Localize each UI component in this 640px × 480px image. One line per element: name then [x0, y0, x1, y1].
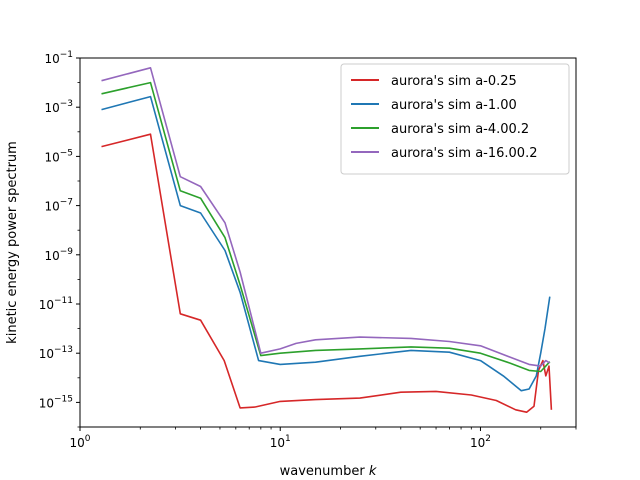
x-tick-label: 102 — [470, 434, 491, 450]
series-line-0 — [101, 133, 553, 414]
x-axis-label: wavenumber k — [280, 464, 377, 479]
y-tick-label: 10−5 — [44, 148, 73, 164]
y-axis-label: kinetic energy power spectrum — [5, 141, 20, 344]
y-tick-label: 10−1 — [44, 50, 73, 66]
y-tick-label: 10−7 — [44, 198, 73, 214]
series-line-1 — [101, 95, 551, 392]
x-tick-label: 101 — [270, 434, 291, 450]
y-tick-label: 10−11 — [39, 296, 73, 312]
y-tick-label: 10−9 — [44, 247, 73, 263]
legend: aurora's sim a-0.25 aurora's sim a-1.00 au… — [340, 63, 570, 175]
line-layer — [101, 67, 553, 414]
series-line-2 — [101, 81, 551, 373]
legend-box — [340, 63, 570, 175]
legend-label: aurora's sim a-16.00.2 — [391, 146, 537, 161]
legend-label: aurora's sim a-1.00 — [391, 98, 517, 113]
legend-label: aurora's sim a-4.00.2 — [391, 122, 529, 137]
legend-label: aurora's sim a-0.25 — [391, 74, 517, 89]
y-tick-label: 10−15 — [39, 394, 73, 410]
series-line-3 — [101, 67, 551, 367]
x-tick-label: 100 — [69, 434, 90, 450]
plot-frame — [79, 57, 577, 428]
tick-layer: 100 101 102 10−1 10−3 10−5 10−7 10−9 10−11 10−13 1… — [39, 50, 577, 450]
y-tick-label: 10−13 — [39, 345, 73, 361]
y-tick-label: 10−3 — [44, 99, 73, 115]
